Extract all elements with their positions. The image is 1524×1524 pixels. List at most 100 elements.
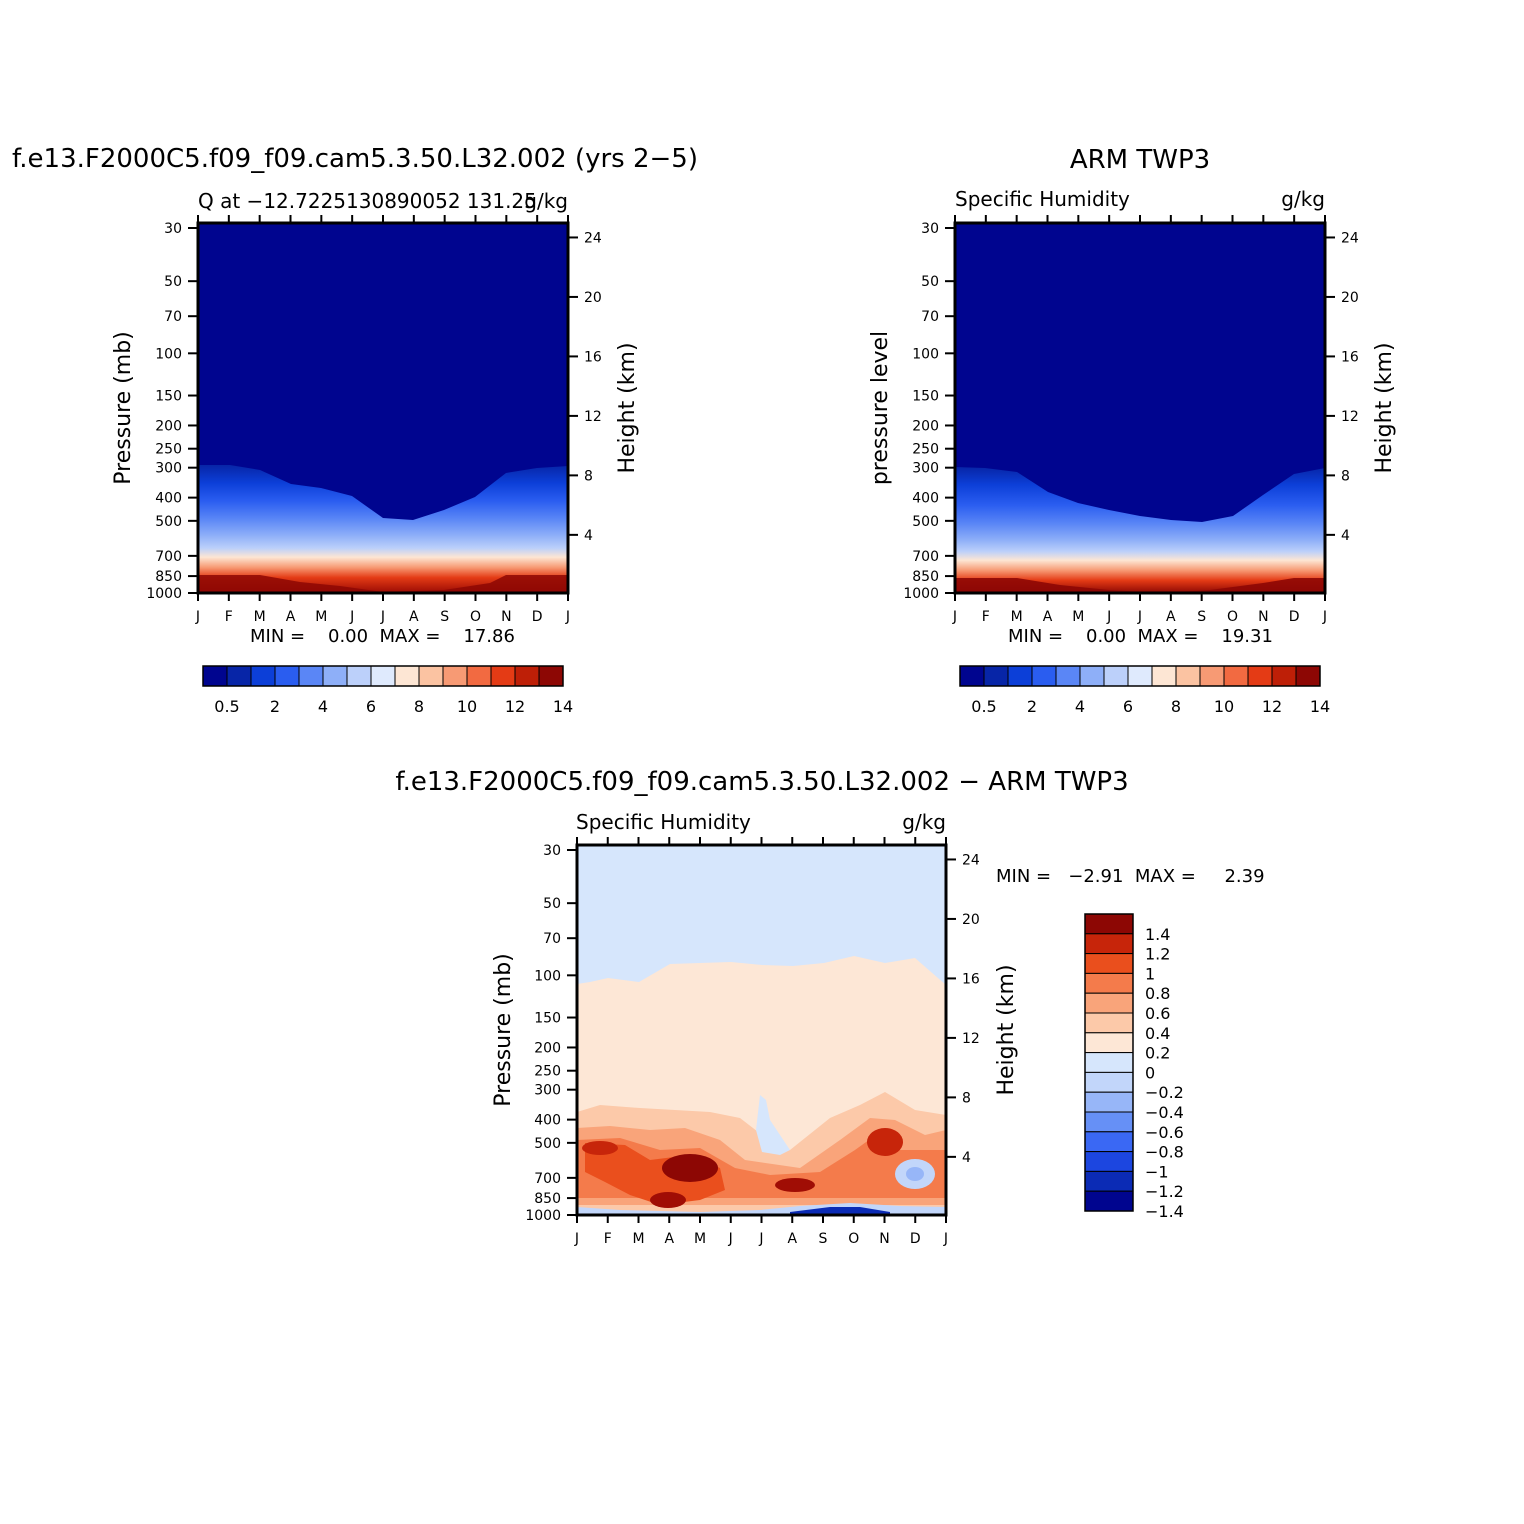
panel-diff-core-max-2 xyxy=(650,1192,686,1208)
panel-obs-ylabel: pressure level xyxy=(868,331,893,485)
month-tick-label: A xyxy=(286,609,296,625)
panel-obs-stats: MIN = 0.00 MAX = 19.31 xyxy=(1008,626,1273,647)
month-tick-label: S xyxy=(1197,609,1206,625)
pressure-tick-label: 250 xyxy=(912,442,939,458)
panel-diff-core-max-5 xyxy=(582,1141,618,1155)
colorbar-swatch xyxy=(370,665,396,687)
colorbar-swatch xyxy=(1084,933,1134,955)
pressure-tick-label: 50 xyxy=(921,274,939,290)
month-tick-label: J xyxy=(1322,609,1327,625)
pressure-tick-label: 30 xyxy=(543,843,561,859)
panel-diff-ylabel-right: Height (km) xyxy=(994,964,1019,1095)
colorbar-label: 2 xyxy=(1027,697,1037,716)
month-tick-label: J xyxy=(758,1231,763,1247)
month-tick-label: J xyxy=(1137,609,1142,625)
month-tick-label: A xyxy=(787,1231,797,1247)
panel-diff-title: f.e13.F2000C5.f09_f09.cam5.3.50.L32.002 … xyxy=(395,767,1128,797)
pressure-tick-label: 150 xyxy=(534,1011,561,1027)
colorbar-swatch xyxy=(1127,665,1153,687)
pressure-tick-label: 100 xyxy=(912,346,939,362)
colorbar-label: 8 xyxy=(1171,697,1181,716)
colorbar-frame xyxy=(202,665,564,687)
month-tick-label: D xyxy=(1289,609,1300,625)
height-tick-label: 12 xyxy=(1341,409,1359,425)
colorbar-swatch xyxy=(250,665,276,687)
pressure-tick-label: 1000 xyxy=(525,1208,561,1224)
month-tick-label: D xyxy=(910,1231,921,1247)
height-tick-label: 24 xyxy=(584,230,602,246)
colorbar-swatch xyxy=(1031,665,1057,687)
month-tick-label: M xyxy=(254,609,266,625)
panel-model-right-label: g/kg xyxy=(524,189,568,213)
colorbar-label: 0.6 xyxy=(1145,1004,1170,1023)
colorbar-swatch xyxy=(226,665,252,687)
month-tick-label: S xyxy=(440,609,449,625)
panel-model-ylabel: Pressure (mb) xyxy=(111,331,136,485)
month-tick-label: A xyxy=(664,1231,674,1247)
month-tick-label: F xyxy=(604,1231,612,1247)
month-tick-label: O xyxy=(470,609,481,625)
colorbar-swatch xyxy=(298,665,324,687)
colorbar-swatch xyxy=(1084,1170,1134,1192)
colorbar-swatch xyxy=(514,665,540,687)
pressure-tick-label: 250 xyxy=(534,1064,561,1080)
pressure-tick-label: 150 xyxy=(155,389,182,405)
colorbar-label: 0.5 xyxy=(214,697,239,716)
height-tick-label: 16 xyxy=(962,971,980,987)
pressure-tick-label: 300 xyxy=(534,1083,561,1099)
colorbar-label: 4 xyxy=(1075,697,1085,716)
pressure-tick-label: 700 xyxy=(534,1171,561,1187)
panel-model: f.e13.F2000C5.f09_f09.cam5.3.50.L32.002 … xyxy=(12,144,698,716)
pressure-tick-label: 200 xyxy=(912,418,939,434)
pressure-tick-label: 500 xyxy=(912,514,939,530)
panel-obs-moist-region xyxy=(955,467,1325,593)
colorbar-swatch xyxy=(1084,972,1134,994)
pressure-tick-label: 1000 xyxy=(146,586,182,602)
month-tick-label: J xyxy=(349,609,354,625)
colorbar-label: 0.2 xyxy=(1145,1044,1170,1063)
height-tick-label: 24 xyxy=(962,852,980,868)
colorbar-label: 10 xyxy=(457,697,477,716)
month-tick-label: S xyxy=(819,1231,828,1247)
panel-model-title: f.e13.F2000C5.f09_f09.cam5.3.50.L32.002 … xyxy=(12,144,698,174)
colorbar-swatch xyxy=(1199,665,1225,687)
month-tick-label: A xyxy=(1166,609,1176,625)
height-tick-label: 8 xyxy=(1341,468,1350,484)
panel-diff: f.e13.F2000C5.f09_f09.cam5.3.50.L32.002 … xyxy=(395,767,1264,1247)
pressure-tick-label: 30 xyxy=(921,221,939,237)
colorbar-label: 1.2 xyxy=(1145,945,1170,964)
colorbar-swatch xyxy=(1084,953,1134,974)
colorbar-swatch xyxy=(1084,1032,1134,1054)
panel-obs-ylabel-right: Height (km) xyxy=(1372,342,1397,473)
colorbar-label: 0 xyxy=(1145,1063,1155,1082)
colorbar-swatch xyxy=(1079,665,1105,687)
panel-obs: ARM TWP3 Specific Humidity g/kg 30 50 70 10… xyxy=(868,145,1397,716)
pressure-tick-label: 70 xyxy=(921,309,939,325)
panel-obs-colorbar: 0.5 2 4 6 8 10 12 14 xyxy=(959,665,1330,716)
colorbar-swatch xyxy=(1055,665,1081,687)
colorbar-swatch xyxy=(1271,665,1297,687)
colorbar-label: −0.6 xyxy=(1145,1123,1184,1142)
colorbar-label: −1 xyxy=(1145,1162,1169,1181)
month-tick-label: M xyxy=(315,609,327,625)
colorbar-swatch xyxy=(442,665,468,687)
month-tick-label: J xyxy=(380,609,385,625)
colorbar-swatch xyxy=(1247,665,1273,687)
colorbar-swatch xyxy=(1084,1151,1134,1172)
month-tick-label: J xyxy=(195,609,200,625)
colorbar-label: 6 xyxy=(1123,697,1133,716)
month-tick-label: A xyxy=(409,609,419,625)
pressure-tick-label: 70 xyxy=(164,309,182,325)
pressure-tick-label: 250 xyxy=(155,442,182,458)
pressure-tick-label: 850 xyxy=(912,569,939,585)
month-tick-label: O xyxy=(848,1231,859,1247)
colorbar-swatch xyxy=(1151,665,1177,687)
panel-model-stats: MIN = 0.00 MAX = 17.86 xyxy=(250,626,515,647)
month-tick-label: J xyxy=(574,1231,579,1247)
month-tick-label: N xyxy=(501,609,511,625)
pressure-tick-label: 50 xyxy=(543,896,561,912)
pressure-tick-label: 500 xyxy=(534,1136,561,1152)
colorbar-label: 8 xyxy=(414,697,424,716)
panel-diff-ylabel: Pressure (mb) xyxy=(491,953,516,1107)
